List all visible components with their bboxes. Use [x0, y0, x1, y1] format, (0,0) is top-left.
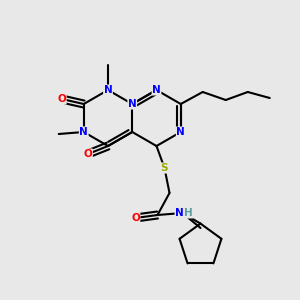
Text: O: O: [84, 149, 92, 159]
Text: N: N: [175, 208, 184, 218]
Text: H: H: [184, 208, 193, 218]
Text: N: N: [152, 85, 161, 95]
Text: N: N: [176, 127, 185, 137]
Text: O: O: [57, 94, 66, 104]
Text: N: N: [128, 99, 136, 109]
Text: N: N: [80, 127, 88, 137]
Text: O: O: [131, 213, 140, 223]
Text: S: S: [161, 163, 168, 173]
Text: N: N: [103, 85, 112, 95]
